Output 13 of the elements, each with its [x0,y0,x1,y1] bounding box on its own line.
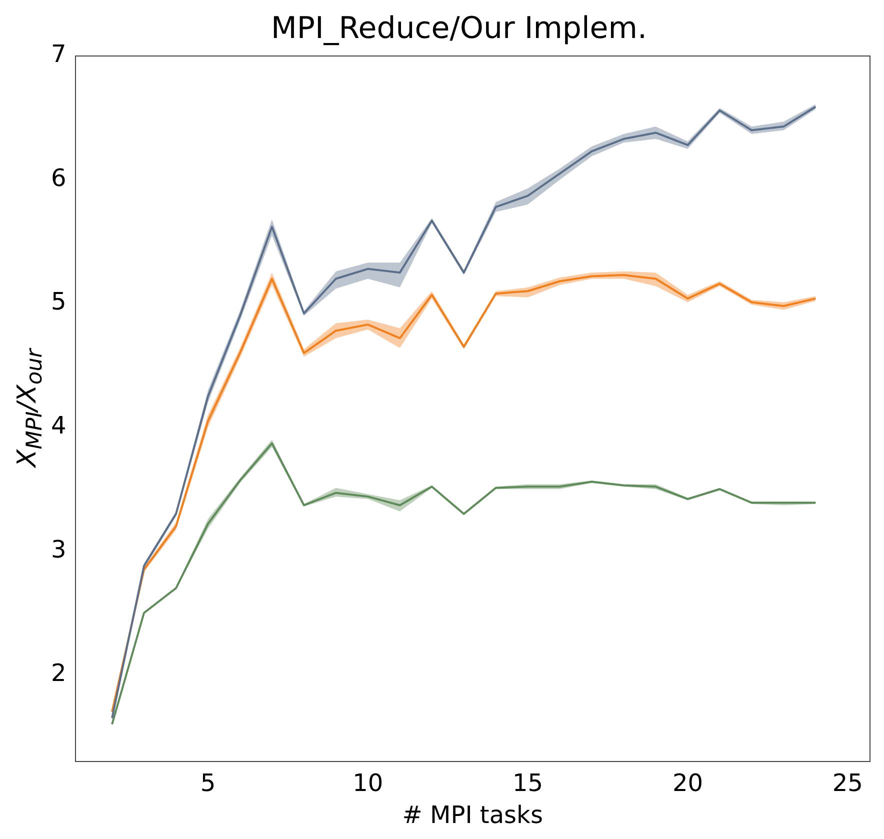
y-tick-label: 4 [50,412,66,440]
y-tick-label: 7 [50,40,66,68]
y-tick-label: 5 [50,288,66,316]
x-tick-label: 25 [832,769,863,798]
chart-title: MPI_Reduce/Our Implem. [270,10,648,46]
x-tick-label: 15 [512,769,544,798]
x-axis-title: # MPI tasks [402,800,543,829]
x-tick-label: 20 [672,769,703,798]
x-tick-label: 10 [352,769,384,798]
y-tick-label: 3 [50,535,66,564]
y-tick-label: 2 [50,659,66,688]
x-tick-label: 5 [200,769,216,798]
y-tick-label: 6 [50,164,66,192]
